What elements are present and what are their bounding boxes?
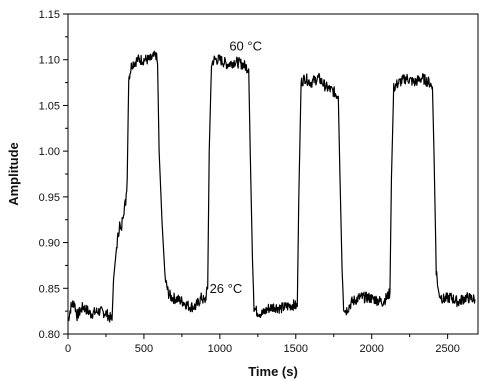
y-tick-label: 0.85 (39, 283, 60, 295)
plot-frame (67, 13, 479, 335)
y-tick-label: 0.80 (39, 329, 60, 341)
y-axis-title: Amplitude (6, 142, 21, 206)
x-axis-title: Time (s) (248, 364, 298, 379)
y-tick-label: 0.95 (39, 192, 60, 204)
x-tick-label: 2500 (435, 343, 459, 355)
y-tick-label: 0.90 (39, 238, 60, 250)
annotations: 60 °C 26 °C (210, 39, 262, 296)
annotation-label: 26 °C (210, 281, 243, 296)
series-line (67, 50, 476, 323)
y-tick-label: 1.10 (39, 55, 60, 67)
y-tick-label: 1.00 (39, 146, 60, 158)
x-tick-label: 2000 (359, 343, 383, 355)
x-tick-label: 1500 (284, 343, 308, 355)
x-tick-label: 1000 (208, 343, 232, 355)
plot-border (67, 13, 479, 335)
y-tick-label: 1.05 (39, 100, 60, 112)
y-axis: 0.80 0.85 0.90 0.95 1.00 1.05 1.10 1.15 (39, 9, 68, 341)
data-layer (67, 50, 476, 323)
y-tick-label: 1.15 (39, 9, 60, 21)
x-tick-label: 0 (65, 343, 71, 355)
x-axis: 0 500 1000 1500 2000 2500 (65, 334, 460, 355)
x-tick-label: 500 (135, 343, 153, 355)
annotation-label: 60 °C (229, 39, 262, 54)
